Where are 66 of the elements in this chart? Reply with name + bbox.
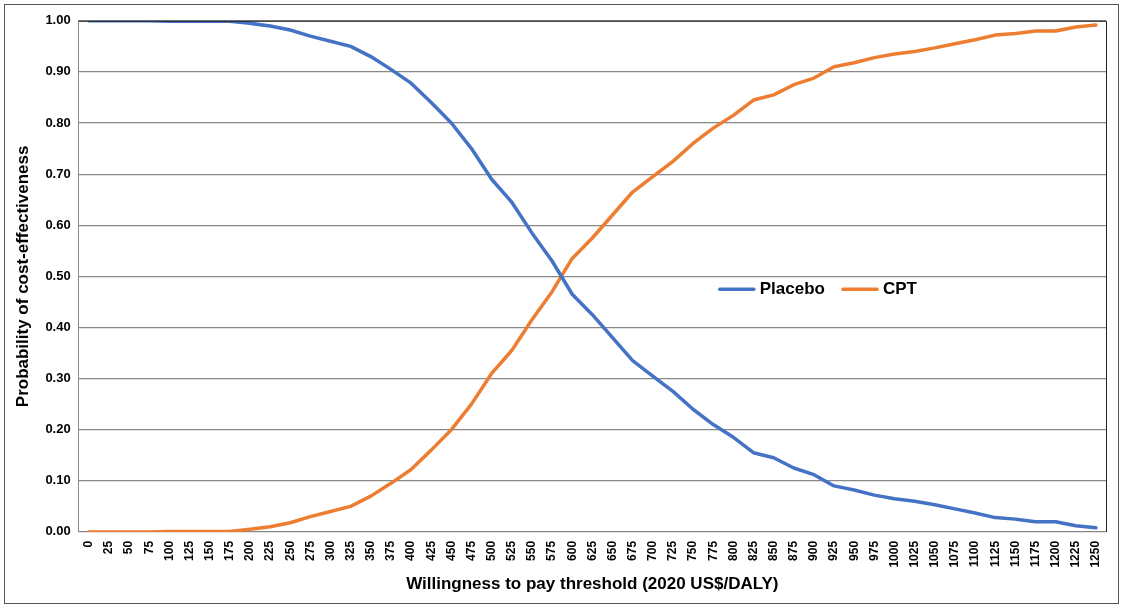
x-tick-label: 775 [705, 540, 720, 561]
x-tick-label: 1150 [1007, 540, 1022, 567]
x-tick-label: 975 [866, 540, 881, 561]
x-tick-label: 1075 [947, 540, 962, 568]
x-tick-label: 950 [846, 540, 861, 561]
x-tick-label: 725 [665, 540, 680, 561]
legend-label: CPT [882, 279, 918, 299]
x-tick-label: 275 [302, 540, 317, 561]
y-tick-label: 1.00 [45, 12, 71, 28]
y-tick-label: 0.30 [45, 370, 71, 386]
y-tick-label: 0.00 [45, 523, 71, 539]
x-tick-label: 1000 [886, 540, 901, 568]
x-tick-label: 500 [483, 540, 498, 561]
x-tick-label: 225 [262, 540, 277, 561]
x-tick-label: 1175 [1027, 540, 1042, 567]
y-tick-label: 0.90 [45, 63, 71, 79]
x-tick-label: 150 [201, 540, 216, 561]
x-tick-label: 75 [141, 540, 156, 555]
x-tick-label: 1050 [927, 540, 942, 568]
x-tick-label: 750 [685, 540, 700, 561]
x-tick-label: 175 [222, 540, 237, 561]
y-tick-label: 0.70 [45, 165, 71, 181]
x-tick-label: 50 [121, 540, 136, 555]
y-tick-label: 0.40 [45, 319, 71, 335]
x-tick-label: 600 [564, 540, 579, 561]
y-tick-label: 0.10 [45, 472, 71, 488]
x-tick-label: 675 [624, 540, 639, 561]
x-tick-label: 850 [765, 540, 780, 561]
x-tick-label: 425 [423, 540, 438, 561]
x-tick-label: 375 [383, 540, 398, 561]
y-tick-label: 0.50 [45, 267, 71, 283]
y-tick-label: 0.60 [45, 216, 71, 232]
x-tick-label: 125 [181, 540, 196, 561]
x-tick-label: 1025 [906, 540, 921, 568]
x-tick-label: 825 [745, 540, 760, 561]
x-tick-label: 325 [342, 540, 357, 561]
x-tick-label: 1200 [1047, 540, 1062, 568]
x-tick-label: 400 [403, 540, 418, 561]
x-tick-label: 450 [443, 540, 458, 561]
x-tick-label: 875 [786, 540, 801, 561]
x-tick-label: 100 [161, 540, 176, 561]
x-tick-label: 25 [101, 540, 116, 555]
y-tick-label: 0.80 [45, 114, 71, 130]
x-tick-label: 1125 [987, 540, 1002, 567]
x-tick-label: 1250 [1088, 540, 1103, 568]
x-tick-label: 300 [322, 540, 337, 561]
x-tick-label: 475 [463, 540, 478, 561]
x-tick-label: 350 [363, 540, 378, 561]
x-tick-label: 1100 [967, 540, 982, 567]
x-tick-label: 625 [584, 540, 599, 561]
x-tick-label: 0 [81, 540, 96, 548]
x-tick-label: 700 [645, 540, 660, 561]
x-tick-label: 575 [544, 540, 559, 561]
x-axis-title: Willingness to pay threshold (2020 US$/DALY) [406, 574, 779, 594]
x-tick-label: 900 [806, 540, 821, 561]
y-axis-title: Probability of cost-effectiveness [12, 145, 32, 408]
y-tick-label: 0.20 [45, 421, 71, 437]
x-tick-label: 250 [282, 540, 297, 561]
x-tick-label: 550 [524, 540, 539, 561]
x-tick-label: 1225 [1068, 540, 1083, 568]
x-tick-label: 925 [826, 540, 841, 561]
x-tick-label: 800 [725, 540, 740, 561]
x-tick-label: 650 [604, 540, 619, 561]
x-tick-label: 525 [504, 540, 519, 561]
x-tick-label: 200 [242, 540, 257, 561]
legend-label: Placebo [759, 279, 825, 299]
